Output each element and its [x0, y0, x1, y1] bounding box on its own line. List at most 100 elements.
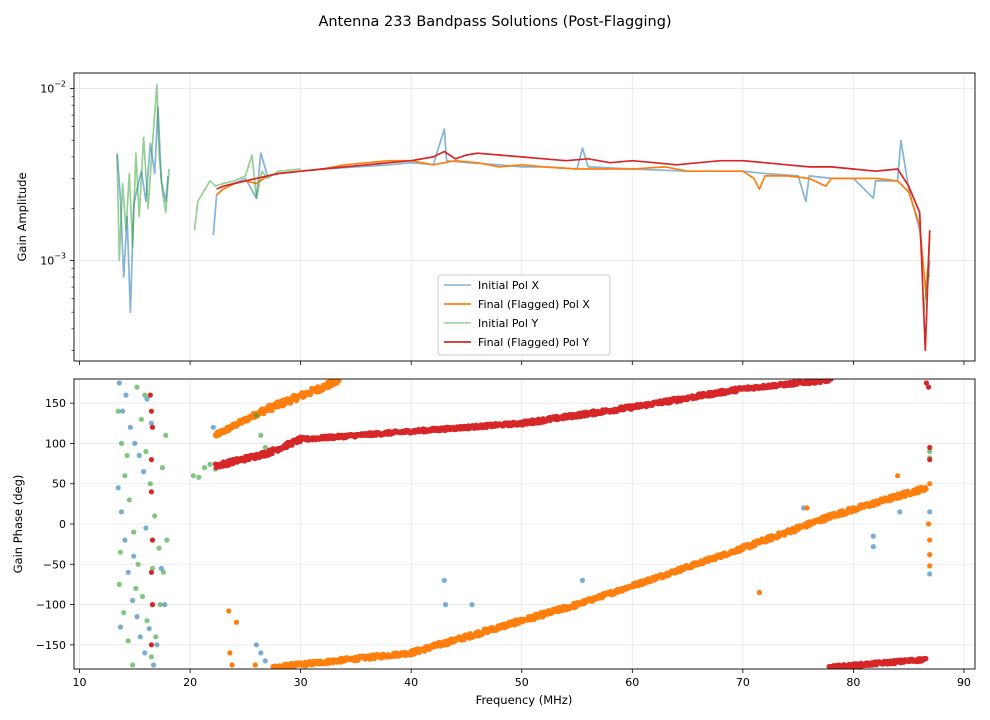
phase-point-final-flagged-pol-y — [147, 392, 153, 398]
phase-point-initial-pol-x — [122, 537, 128, 543]
phase-point-final-flagged-pol-x — [927, 563, 933, 569]
phase-point-initial-pol-y — [134, 384, 140, 390]
phase-point-initial-pol-x — [120, 408, 126, 414]
phase-y-tick-label: 150 — [45, 397, 66, 410]
amplitude-y-tick-label: 10−3 — [40, 251, 66, 267]
phase-point-initial-pol-x — [253, 642, 259, 648]
phase-ylabel: Gain Phase (deg) — [11, 475, 25, 574]
phase-y-tick-label: 50 — [52, 478, 66, 491]
phase-point-final-flagged-pol-y — [828, 379, 834, 382]
x-tick-label: 30 — [294, 676, 308, 689]
phase-point-initial-pol-y — [157, 602, 163, 608]
figure-title: Antenna 233 Bandpass Solutions (Post-Fla… — [318, 14, 671, 30]
phase-point-final-flagged-pol-x — [756, 589, 763, 596]
phase-point-final-flagged-pol-y — [149, 537, 156, 543]
phase-point-initial-pol-x — [146, 626, 152, 632]
phase-point-initial-pol-y — [122, 473, 128, 479]
phase-point-initial-pol-x — [927, 509, 933, 515]
phase-point-final-flagged-pol-y — [148, 489, 154, 495]
amplitude-y-tick-label: 10−2 — [40, 79, 66, 95]
x-tick-label: 70 — [736, 676, 750, 689]
phase-point-final-flagged-pol-y — [149, 602, 156, 608]
phase-point-final-flagged-pol-y — [148, 408, 154, 414]
phase-point-final-flagged-pol-x — [252, 662, 258, 668]
phase-point-final-flagged-pol-x — [927, 537, 933, 543]
phase-point-initial-pol-x — [579, 577, 586, 584]
phase-plot-area — [115, 379, 933, 669]
phase-point-initial-pol-y — [116, 581, 122, 588]
phase-point-initial-pol-x — [151, 662, 157, 668]
phase-point-initial-pol-y — [139, 593, 146, 600]
phase-point-initial-pol-y — [927, 448, 933, 455]
phase-point-initial-pol-x — [127, 424, 133, 430]
phase-point-initial-pol-y — [253, 412, 259, 418]
phase-point-initial-pol-x — [927, 571, 933, 577]
phase-point-initial-pol-y — [159, 465, 165, 471]
x-tick-label: 20 — [183, 676, 197, 689]
amplitude-line-initial-pol-y — [193, 154, 301, 231]
phase-point-final-flagged-pol-x — [804, 505, 810, 511]
phase-point-initial-pol-y — [131, 529, 137, 535]
phase-point-final-flagged-pol-y — [148, 642, 154, 648]
phase-point-initial-pol-x — [115, 485, 121, 491]
phase-point-initial-pol-y — [163, 432, 169, 438]
phase-point-initial-pol-y — [152, 513, 158, 519]
amplitude-ylabel: Gain Amplitude — [15, 172, 29, 261]
phase-point-initial-pol-y — [262, 444, 268, 451]
phase-point-final-flagged-pol-x — [927, 552, 933, 558]
phase-point-final-flagged-pol-y — [269, 450, 275, 457]
phase-y-tick-label: 0 — [59, 518, 66, 531]
phase-point-final-flagged-pol-x — [229, 662, 235, 668]
phase-point-initial-pol-y — [149, 565, 156, 571]
phase-point-initial-pol-x — [258, 650, 264, 656]
phase-point-initial-pol-y — [190, 473, 196, 479]
legend-label-initial-pol-x: Initial Pol X — [478, 279, 539, 292]
phase-point-initial-pol-y — [160, 569, 167, 575]
phase-point-final-flagged-pol-y — [149, 424, 156, 430]
phase-point-initial-pol-y — [196, 474, 202, 480]
phase-point-initial-pol-y — [258, 432, 264, 438]
phase-point-initial-pol-x — [134, 614, 140, 620]
phase-point-initial-pol-x — [137, 634, 143, 640]
phase-point-final-flagged-pol-x — [227, 650, 233, 656]
phase-point-initial-pol-y — [153, 634, 159, 640]
phase-point-initial-pol-x — [442, 602, 449, 608]
phase-point-initial-pol-y — [201, 465, 208, 471]
x-axis-label: Frequency (MHz) — [476, 693, 573, 707]
phase-point-initial-pol-x — [142, 650, 148, 656]
phase-point-initial-pol-x — [136, 452, 142, 459]
legend-label-final-pol-y: Final (Flagged) Pol Y — [478, 336, 589, 349]
phase-point-initial-pol-y — [130, 662, 136, 668]
phase-point-initial-pol-y — [156, 545, 162, 551]
phase-point-initial-pol-x — [897, 509, 903, 515]
phase-point-final-flagged-pol-x — [895, 473, 901, 479]
phase-y-tick-label: −50 — [43, 558, 66, 571]
phase-point-initial-pol-x — [210, 424, 216, 430]
phase-point-final-flagged-pol-y — [148, 457, 154, 463]
phase-point-final-flagged-pol-x — [923, 486, 929, 492]
phase-point-final-flagged-pol-y — [927, 457, 933, 463]
x-tick-label: 60 — [625, 676, 639, 689]
phase-point-initial-pol-x — [118, 509, 125, 515]
phase-point-initial-pol-y — [121, 610, 127, 616]
phase-point-final-flagged-pol-y — [926, 384, 932, 390]
phase-point-final-flagged-pol-x — [336, 379, 342, 384]
amplitude-ticks: 10−3 10−2 — [40, 79, 965, 365]
amplitude-plot-area — [116, 83, 931, 352]
phase-y-tick-label: −100 — [36, 599, 66, 612]
phase-point-initial-pol-y — [124, 452, 130, 459]
amplitude-axes-frame — [73, 72, 976, 362]
phase-point-initial-pol-x — [116, 380, 122, 386]
phase-point-initial-pol-y — [164, 537, 170, 543]
x-tick-label: 90 — [957, 676, 971, 689]
legend: Initial Pol X Final (Flagged) Pol X Init… — [437, 274, 611, 356]
amplitude-grid — [74, 73, 975, 361]
phase-point-initial-pol-x — [131, 553, 137, 559]
x-tick-label: 50 — [515, 676, 529, 689]
phase-point-initial-pol-y — [117, 549, 123, 555]
phase-point-initial-pol-x — [158, 565, 164, 571]
phase-y-tick-label: 100 — [45, 437, 66, 450]
phase-point-initial-pol-x — [117, 624, 123, 630]
phase-y-tick-label: −150 — [36, 639, 66, 652]
phase-point-final-flagged-pol-y — [927, 444, 933, 451]
